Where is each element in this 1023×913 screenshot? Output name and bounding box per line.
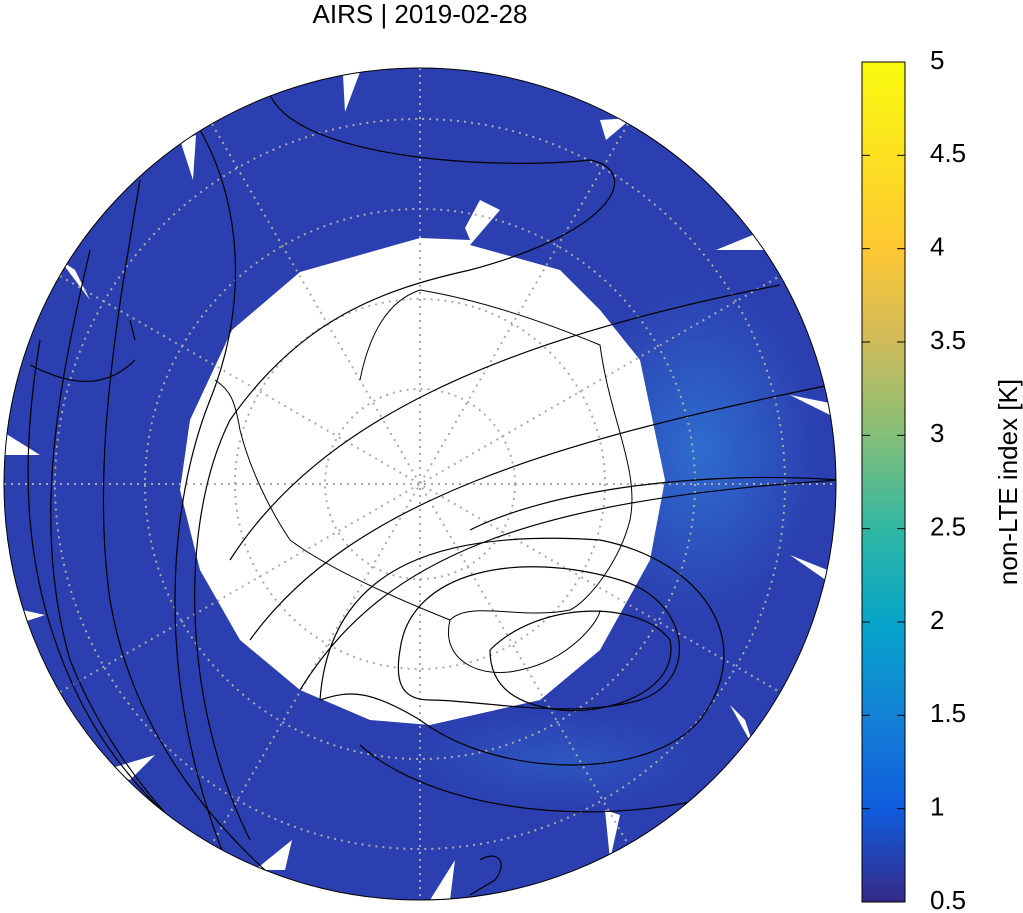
map-title: AIRS | 2019-02-28 [313, 0, 528, 29]
coastline [214, 289, 633, 674]
colorbar-tick-label: 3.5 [930, 325, 966, 355]
colorbar-label: non-LTE index [K] [993, 379, 1023, 585]
coastline [29, 319, 502, 896]
colorbar [861, 61, 906, 903]
colorbar-tick-label: 5 [930, 45, 944, 75]
colorbar-tick-label: 0.5 [930, 885, 966, 913]
colorbar-tick-label: 1.5 [930, 698, 966, 728]
colorbar-tick-label: 4 [930, 232, 944, 262]
colorbar-tick-label: 4.5 [930, 138, 966, 168]
enhanced-region [410, 710, 710, 810]
map-area [4, 68, 836, 900]
colorbar-tick-label: 3 [930, 418, 944, 448]
map-border [3, 67, 837, 901]
colorbar-tick-label: 2 [930, 605, 944, 635]
colorbar-tick-label: 1 [930, 792, 944, 822]
contours [27, 94, 836, 900]
colorbar-tick-label: 2.5 [930, 512, 966, 542]
